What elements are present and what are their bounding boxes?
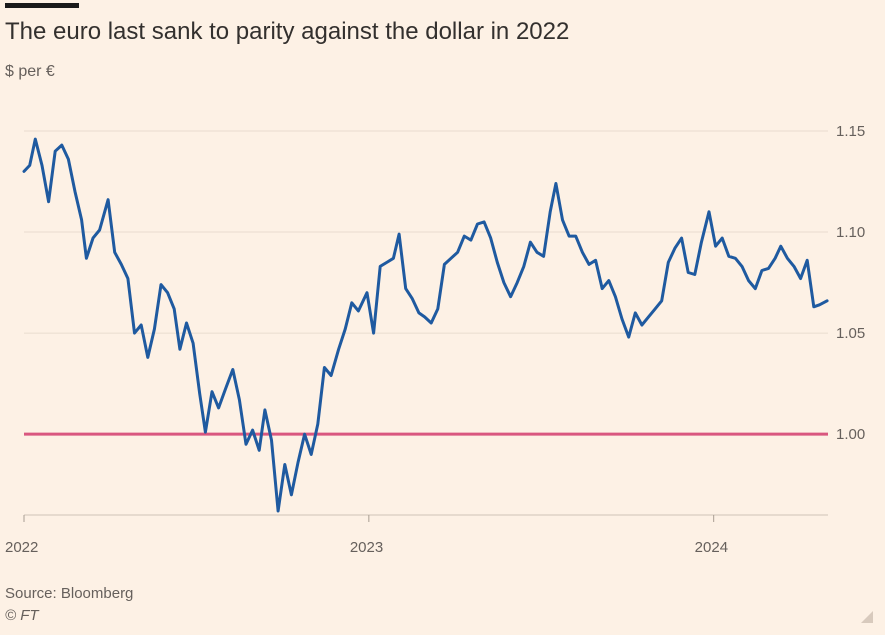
- chart-title: The euro last sank to parity against the…: [5, 18, 570, 45]
- y-tick-label: 1.05: [836, 325, 865, 342]
- x-axis: 2022 2023 2024: [5, 514, 828, 556]
- x-tick-label: 2024: [695, 539, 728, 556]
- series-group: [22, 137, 829, 513]
- source-note: Source: Bloomberg: [5, 585, 134, 602]
- y-tick-label: 1.00: [836, 426, 865, 443]
- x-tick-label: 2022: [5, 539, 38, 556]
- gridlines: [24, 130, 828, 435]
- y-tick-label: 1.15: [836, 123, 865, 140]
- top-rule: [5, 3, 79, 8]
- y-tick-label: 1.10: [836, 224, 865, 241]
- copyright-note: © FT: [5, 607, 39, 624]
- resize-corner-icon: [861, 611, 873, 623]
- x-tick-label: 2023: [350, 539, 383, 556]
- y-axis-ticks: 1.15 1.10 1.05 1.00: [836, 123, 865, 443]
- eur-usd-series-line: [22, 137, 829, 513]
- chart-subtitle: $ per €: [5, 63, 55, 80]
